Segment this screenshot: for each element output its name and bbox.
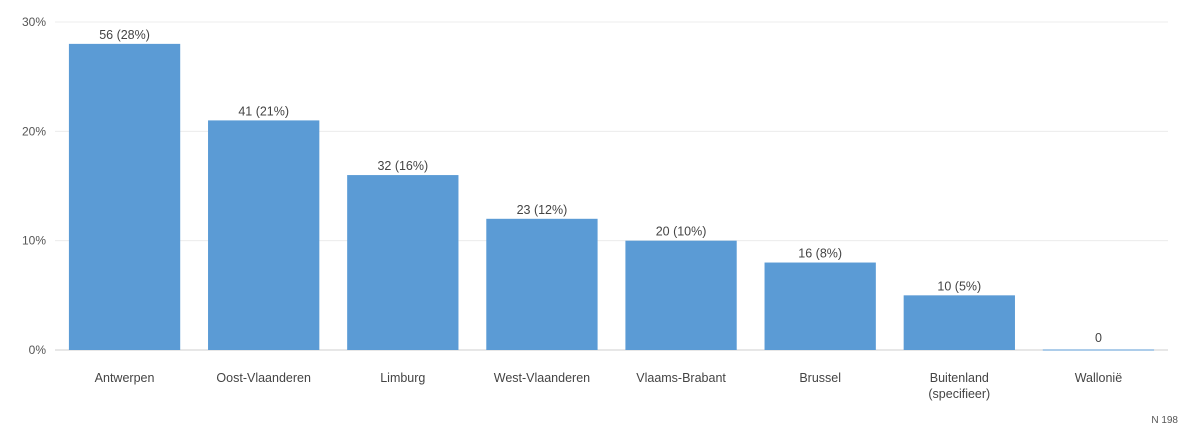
y-tick-label: 30% bbox=[22, 15, 46, 29]
bar bbox=[625, 240, 737, 350]
category-label: Vlaams-Brabant bbox=[636, 371, 726, 385]
category-label: Antwerpen bbox=[95, 371, 155, 385]
data-label: 41 (21%) bbox=[238, 104, 289, 118]
data-label: 32 (16%) bbox=[377, 159, 428, 173]
category-label: Oost-Vlaanderen bbox=[216, 371, 311, 385]
y-tick-label: 0% bbox=[29, 343, 47, 357]
category-label: (specifieer) bbox=[928, 387, 990, 401]
category-label: Wallonië bbox=[1075, 371, 1123, 385]
bar bbox=[208, 120, 320, 351]
data-label: 23 (12%) bbox=[517, 203, 568, 217]
category-label: Buitenland bbox=[930, 371, 989, 385]
bar bbox=[903, 295, 1015, 350]
y-tick-label: 20% bbox=[22, 124, 46, 138]
data-label: 16 (8%) bbox=[798, 247, 842, 261]
bar bbox=[486, 218, 598, 350]
category-label: Brussel bbox=[799, 371, 841, 385]
data-label: 10 (5%) bbox=[937, 279, 981, 293]
bar bbox=[347, 175, 459, 350]
category-label: Limburg bbox=[380, 371, 425, 385]
bar bbox=[764, 262, 876, 350]
data-label: 20 (10%) bbox=[656, 225, 707, 239]
sample-size-note: N 198 bbox=[1151, 415, 1178, 426]
data-label: 0 bbox=[1095, 331, 1102, 345]
bar bbox=[68, 43, 181, 350]
y-tick-label: 10% bbox=[22, 234, 46, 248]
category-label: West-Vlaanderen bbox=[494, 371, 590, 385]
data-label: 56 (28%) bbox=[99, 28, 150, 42]
